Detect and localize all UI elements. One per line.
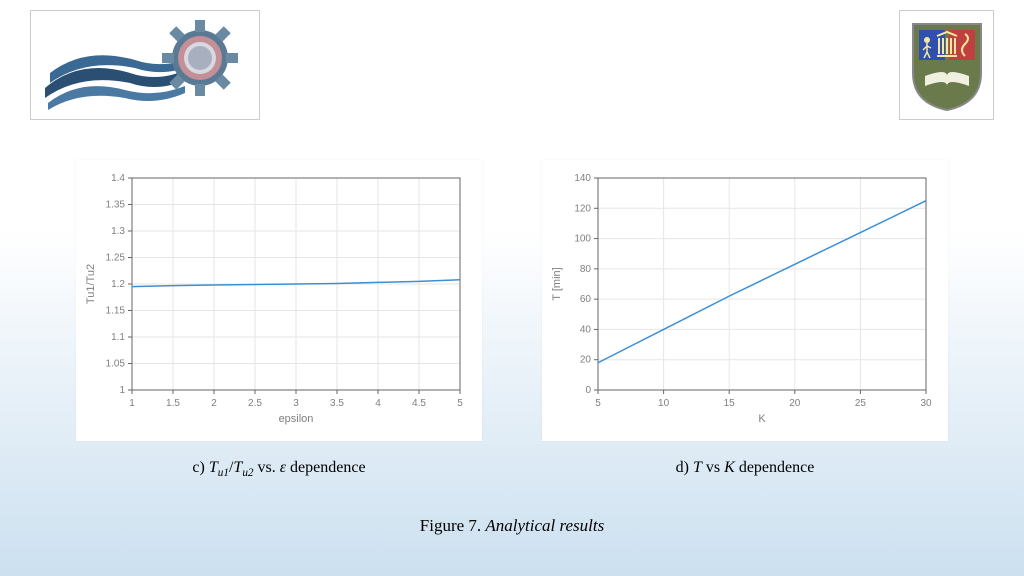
svg-text:1.05: 1.05 bbox=[106, 359, 126, 370]
svg-text:1.5: 1.5 bbox=[166, 398, 180, 409]
svg-text:1.35: 1.35 bbox=[106, 200, 126, 211]
svg-text:20: 20 bbox=[789, 398, 801, 409]
university-shield-logo bbox=[899, 10, 994, 120]
svg-text:20: 20 bbox=[580, 355, 592, 366]
svg-text:40: 40 bbox=[580, 324, 592, 335]
chart-c-block: 1 1.5 2 2.5 3 3.5 4 4.5 5 1 1.05 1.1 1.15 1.2 1.25 1.3 1… bbox=[76, 160, 482, 479]
svg-text:5: 5 bbox=[595, 398, 601, 409]
chart-d-block: 5 10 15 20 25 30 0 20 40 60 80 100 120 140 K T [min] d)… bbox=[542, 160, 948, 479]
svg-text:10: 10 bbox=[658, 398, 670, 409]
svg-text:1: 1 bbox=[129, 398, 135, 409]
chart-c-caption: c) Tu1/Tu2 vs. ε dependence bbox=[192, 459, 365, 479]
chart-d-caption: d) T vs K dependence bbox=[676, 459, 815, 477]
svg-text:1.2: 1.2 bbox=[111, 279, 125, 290]
svg-text:1: 1 bbox=[119, 385, 125, 396]
svg-text:1.3: 1.3 bbox=[111, 226, 125, 237]
svg-text:T [min]: T [min] bbox=[551, 267, 563, 300]
svg-text:80: 80 bbox=[580, 264, 592, 275]
svg-text:120: 120 bbox=[574, 203, 591, 214]
svg-text:1.25: 1.25 bbox=[106, 253, 126, 264]
svg-text:5: 5 bbox=[457, 398, 463, 409]
svg-text:1.1: 1.1 bbox=[111, 332, 125, 343]
wave-gear-logo bbox=[30, 10, 260, 120]
svg-text:3: 3 bbox=[293, 398, 299, 409]
svg-text:4: 4 bbox=[375, 398, 381, 409]
svg-text:15: 15 bbox=[724, 398, 736, 409]
svg-text:25: 25 bbox=[855, 398, 867, 409]
svg-text:4.5: 4.5 bbox=[412, 398, 426, 409]
svg-text:Tu1/Tu2: Tu1/Tu2 bbox=[85, 264, 97, 304]
svg-text:0: 0 bbox=[585, 385, 591, 396]
svg-text:K: K bbox=[758, 413, 766, 425]
svg-text:60: 60 bbox=[580, 294, 592, 305]
svg-text:100: 100 bbox=[574, 234, 591, 245]
chart-d-canvas: 5 10 15 20 25 30 0 20 40 60 80 100 120 140 K T [min] bbox=[542, 160, 948, 441]
svg-text:140: 140 bbox=[574, 173, 591, 184]
figure-caption: Figure 7. Analytical results bbox=[0, 516, 1024, 536]
svg-text:30: 30 bbox=[920, 398, 932, 409]
chart-c-canvas: 1 1.5 2 2.5 3 3.5 4 4.5 5 1 1.05 1.1 1.15 1.2 1.25 1.3 1… bbox=[76, 160, 482, 441]
svg-text:3.5: 3.5 bbox=[330, 398, 344, 409]
svg-text:1.15: 1.15 bbox=[106, 306, 126, 317]
svg-text:1.4: 1.4 bbox=[111, 173, 125, 184]
svg-text:epsilon: epsilon bbox=[279, 413, 314, 425]
svg-text:2: 2 bbox=[211, 398, 217, 409]
svg-text:2.5: 2.5 bbox=[248, 398, 262, 409]
